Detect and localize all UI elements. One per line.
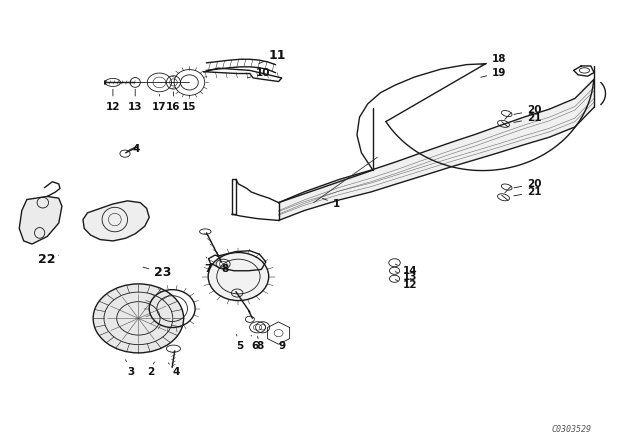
Text: 23: 23 [143,267,172,280]
Text: 20: 20 [514,179,541,189]
Text: 7: 7 [204,258,211,274]
Text: 11: 11 [259,49,287,64]
Text: 13: 13 [128,89,143,112]
Text: 4: 4 [168,363,180,377]
Text: 12: 12 [395,280,417,290]
Text: 18: 18 [481,54,506,65]
Text: 5: 5 [236,335,243,351]
Text: 1: 1 [323,198,340,209]
Text: 6: 6 [251,335,259,351]
Text: 12: 12 [106,89,120,112]
Ellipse shape [208,253,269,301]
Text: 4: 4 [126,144,140,154]
Text: 13: 13 [395,271,417,282]
Text: 22: 22 [38,253,59,266]
Polygon shape [19,196,62,244]
Text: 8: 8 [256,336,264,351]
Text: 14: 14 [395,264,417,276]
Polygon shape [278,79,594,220]
Text: 19: 19 [481,68,506,78]
Text: 10: 10 [248,68,271,78]
Text: 9: 9 [276,336,285,351]
Text: 2: 2 [147,362,154,377]
Polygon shape [83,201,149,241]
Text: 20: 20 [514,105,541,116]
Text: 16: 16 [166,92,180,112]
Text: 21: 21 [514,113,541,124]
Text: 21: 21 [514,187,541,197]
Text: 17: 17 [152,95,167,112]
Text: 8: 8 [221,263,228,274]
Ellipse shape [93,284,184,353]
Text: C0303529: C0303529 [552,425,592,434]
Text: 15: 15 [182,95,196,112]
Text: 3: 3 [125,360,135,377]
